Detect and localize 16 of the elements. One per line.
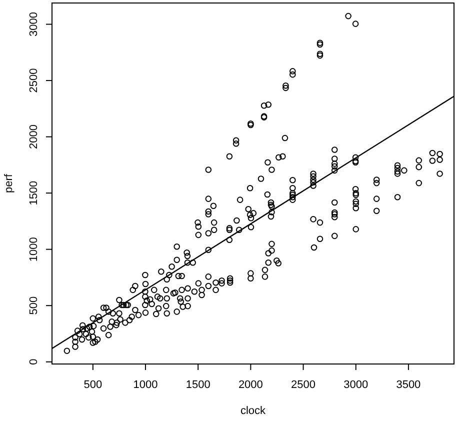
x-tick-label: 1500 [186, 379, 210, 391]
y-tick-label: 2000 [28, 124, 40, 150]
x-axis-title: clock [240, 405, 266, 417]
x-tick-label: 2500 [291, 379, 316, 391]
y-axis-title: perf [3, 173, 15, 193]
y-tick-label: 3000 [28, 12, 40, 37]
y-tick-label: 1000 [28, 237, 40, 262]
y-tick-label: 1500 [28, 180, 40, 206]
x-tick-label: 1000 [133, 379, 158, 391]
x-tick-label: 3500 [396, 379, 421, 391]
y-tick-label: 500 [28, 296, 40, 315]
y-tick-label: 0 [28, 358, 40, 365]
x-tick-label: 2000 [238, 379, 263, 391]
x-tick-label: 3000 [344, 379, 368, 391]
x-tick-label: 500 [84, 379, 102, 391]
y-tick-label: 2500 [28, 68, 40, 93]
